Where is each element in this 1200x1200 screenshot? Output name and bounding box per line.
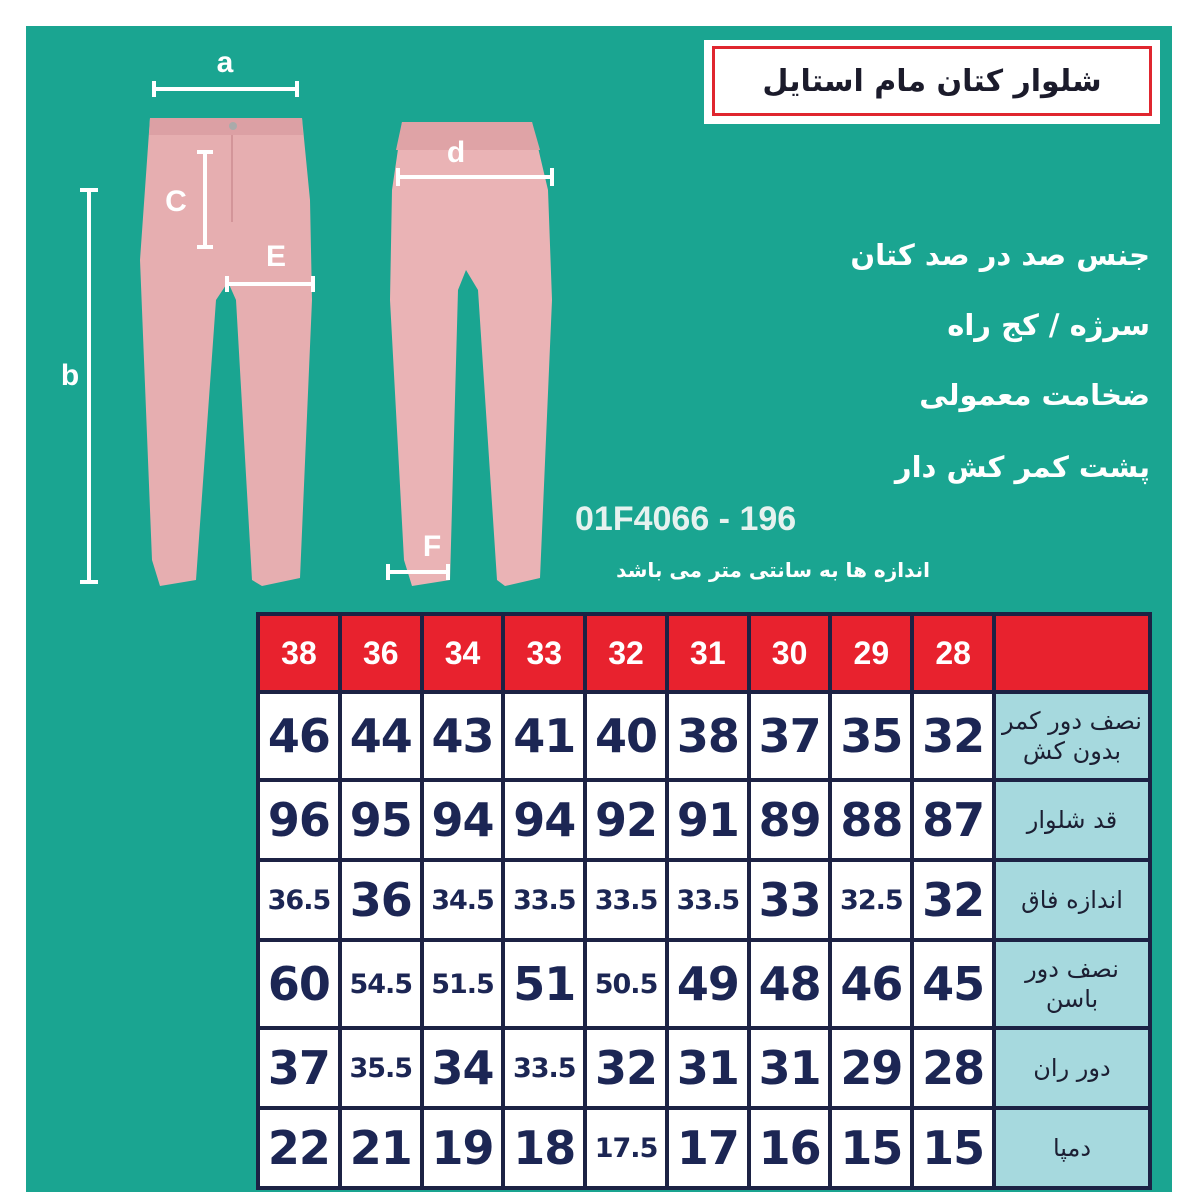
size-header-row: 28 29 30 31 32 33 34 36 38: [256, 612, 1152, 694]
label-f: F: [423, 530, 441, 563]
units-note: اندازه ها به سانتی متر می باشد: [616, 558, 930, 582]
table-row: نصف دور باسن 45 46 48 49 50.5 51 51.5 54.5 60: [256, 937, 1152, 1031]
measurement-cell: 32.5: [828, 858, 915, 942]
measurement-cell: 45: [910, 937, 996, 1031]
measurement-cell: 35.5: [337, 1026, 424, 1111]
measurement-cell: 37: [256, 1026, 342, 1111]
size-table: 28 29 30 31 32 33 34 36 38 نصف دور کمر بدون کش 32 3…: [256, 612, 1152, 1190]
feature-weave: سرژه / کج راه: [947, 308, 1150, 342]
measurement-cell: 22: [256, 1106, 342, 1190]
measurement-cell: 35: [828, 689, 915, 783]
row-label: نصف دور باسن: [992, 937, 1152, 1031]
measurement-cell: 46: [256, 689, 342, 783]
label-a: a: [217, 46, 234, 79]
back-pants-image: [390, 122, 552, 586]
measurement-cell: 15: [910, 1106, 996, 1190]
measurement-cell: 33.5: [501, 858, 588, 942]
measurement-cell: 44: [337, 689, 424, 783]
title-box: شلوار کتان مام استایل: [704, 40, 1160, 124]
size-header-cell: 38: [256, 612, 342, 694]
measurement-cell: 46: [828, 937, 915, 1031]
measurement-cell: 33.5: [501, 1026, 588, 1111]
product-title: شلوار کتان مام استایل: [762, 63, 1102, 99]
measurement-cell: 16: [746, 1106, 833, 1190]
measurement-cell: 43: [419, 689, 506, 783]
measurement-cell: 28: [910, 1026, 996, 1111]
measurement-cell: 96: [256, 778, 342, 863]
measurement-cell: 36: [337, 858, 424, 942]
measurement-cell: 40: [583, 689, 669, 783]
header-corner-cell: [992, 612, 1152, 694]
row-label: نصف دور کمر بدون کش: [992, 689, 1152, 783]
measurement-cell: 36.5: [256, 858, 342, 942]
measurement-cell: 49: [664, 937, 751, 1031]
table-row: نصف دور کمر بدون کش 32 35 37 38 40 41 43 44 46: [256, 689, 1152, 783]
measurement-cell: 33.5: [664, 858, 751, 942]
size-header-cell: 28: [910, 612, 996, 694]
row-label: دمپا: [992, 1106, 1152, 1190]
measurement-cell: 51: [501, 937, 588, 1031]
size-header-cell: 36: [337, 612, 424, 694]
measurement-cell: 31: [746, 1026, 833, 1111]
measurement-cell: 18: [501, 1106, 588, 1190]
measurement-cell: 88: [828, 778, 915, 863]
measurement-cell: 94: [501, 778, 588, 863]
measurement-cell: 37: [746, 689, 833, 783]
size-header-cell: 34: [419, 612, 506, 694]
measurement-cell: 17: [664, 1106, 751, 1190]
measurement-cell: 89: [746, 778, 833, 863]
label-d: d: [447, 136, 465, 169]
table-row: دمپا 15 15 16 17 17.5 18 19 21 22: [256, 1106, 1152, 1190]
measurement-cell: 32: [910, 858, 996, 942]
feature-thickness: ضخامت معمولی: [919, 378, 1150, 412]
measurement-cell: 29: [828, 1026, 915, 1111]
table-row: دور ران 28 29 31 31 32 33.5 34 35.5 37: [256, 1026, 1152, 1111]
measurement-cell: 33.5: [583, 858, 669, 942]
size-header-cell: 32: [583, 612, 669, 694]
measurement-cell: 87: [910, 778, 996, 863]
measurement-cell: 31: [664, 1026, 751, 1111]
front-pants-image: [140, 118, 312, 586]
pants-diagram: a b C d E F: [61, 46, 554, 586]
size-header-cell: 30: [746, 612, 833, 694]
size-header-cell: 29: [828, 612, 915, 694]
row-label: اندازه فاق: [992, 858, 1152, 942]
label-e: E: [266, 240, 286, 273]
size-header-cell: 33: [501, 612, 588, 694]
measurement-cell: 34: [419, 1026, 506, 1111]
measurement-cell: 17.5: [583, 1106, 669, 1190]
measurement-cell: 33: [746, 858, 833, 942]
measurement-cell: 19: [419, 1106, 506, 1190]
row-label: دور ران: [992, 1026, 1152, 1111]
label-b: b: [61, 359, 79, 392]
measurement-cell: 48: [746, 937, 833, 1031]
measurement-cell: 41: [501, 689, 588, 783]
measurement-cell: 50.5: [583, 937, 669, 1031]
measurement-cell: 34.5: [419, 858, 506, 942]
measurement-cell: 21: [337, 1106, 424, 1190]
measurement-cell: 94: [419, 778, 506, 863]
measurement-lines: [80, 81, 554, 584]
measurement-cell: 15: [828, 1106, 915, 1190]
measurement-cell: 32: [910, 689, 996, 783]
feature-waistband: پشت کمر کش دار: [894, 450, 1150, 484]
feature-material: جنس صد در صد کتان: [850, 238, 1150, 272]
measurement-cell: 54.5: [337, 937, 424, 1031]
label-c: C: [165, 185, 187, 218]
measurement-cell: 32: [583, 1026, 669, 1111]
table-row: قد شلوار 87 88 89 91 92 94 94 95 96: [256, 778, 1152, 863]
measurement-cell: 92: [583, 778, 669, 863]
row-label: قد شلوار: [992, 778, 1152, 863]
measurement-cell: 91: [664, 778, 751, 863]
size-header-cell: 31: [664, 612, 751, 694]
measurement-cell: 51.5: [419, 937, 506, 1031]
measurement-cell: 95: [337, 778, 424, 863]
measurement-cell: 60: [256, 937, 342, 1031]
table-row: اندازه فاق 32 32.5 33 33.5 33.5 33.5 34.5 36 36.5: [256, 858, 1152, 942]
product-code: 01F4066 - 196: [575, 500, 797, 538]
measurement-cell: 38: [664, 689, 751, 783]
